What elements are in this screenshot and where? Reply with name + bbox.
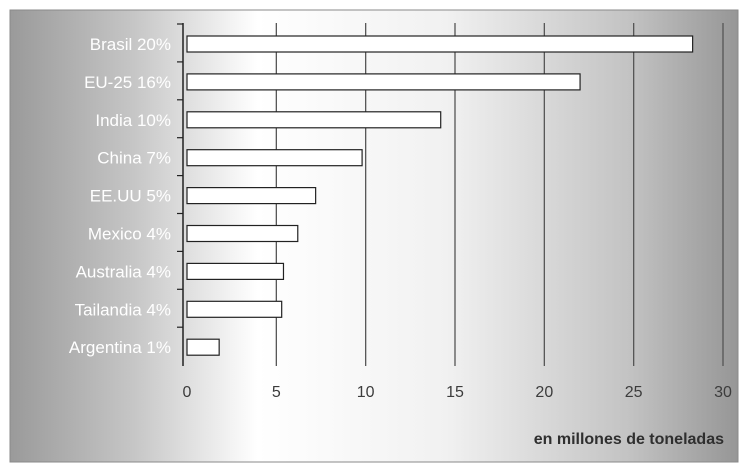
bar (186, 338, 220, 356)
category-label: Brasil 20% (90, 35, 171, 54)
category-label: EU-25 16% (84, 73, 171, 92)
x-tick-label: 0 (183, 384, 192, 401)
x-tick-labels: 0 5 10 15 20 25 30 (183, 384, 732, 401)
bar (186, 224, 299, 243)
category-label: Argentina 1% (69, 338, 171, 357)
x-tick-label: 10 (357, 384, 375, 401)
category-label: Australia 4% (76, 262, 171, 281)
bar (186, 111, 442, 129)
category-labels: Brasil 20% EU-25 16% India 10% China 7% EE.U… (69, 35, 171, 357)
bar (186, 300, 283, 318)
category-label: Mexico 4% (88, 225, 171, 244)
x-tick-label: 20 (535, 384, 553, 401)
x-tick-label: 25 (625, 384, 643, 401)
bar (186, 149, 363, 167)
category-label: Tailandia 4% (75, 300, 171, 319)
category-label: India 10% (95, 111, 171, 130)
bar (186, 262, 285, 280)
x-tick-label: 5 (272, 384, 281, 401)
bar (186, 35, 694, 53)
x-tick-label: 15 (446, 384, 464, 401)
x-tick-label: 30 (714, 384, 732, 401)
bar (186, 187, 317, 205)
bar (186, 73, 581, 91)
category-label: China 7% (97, 149, 171, 168)
x-axis-unit-label: en millones de toneladas (534, 431, 724, 448)
bars (186, 35, 694, 356)
category-label: EE.UU 5% (90, 187, 171, 206)
